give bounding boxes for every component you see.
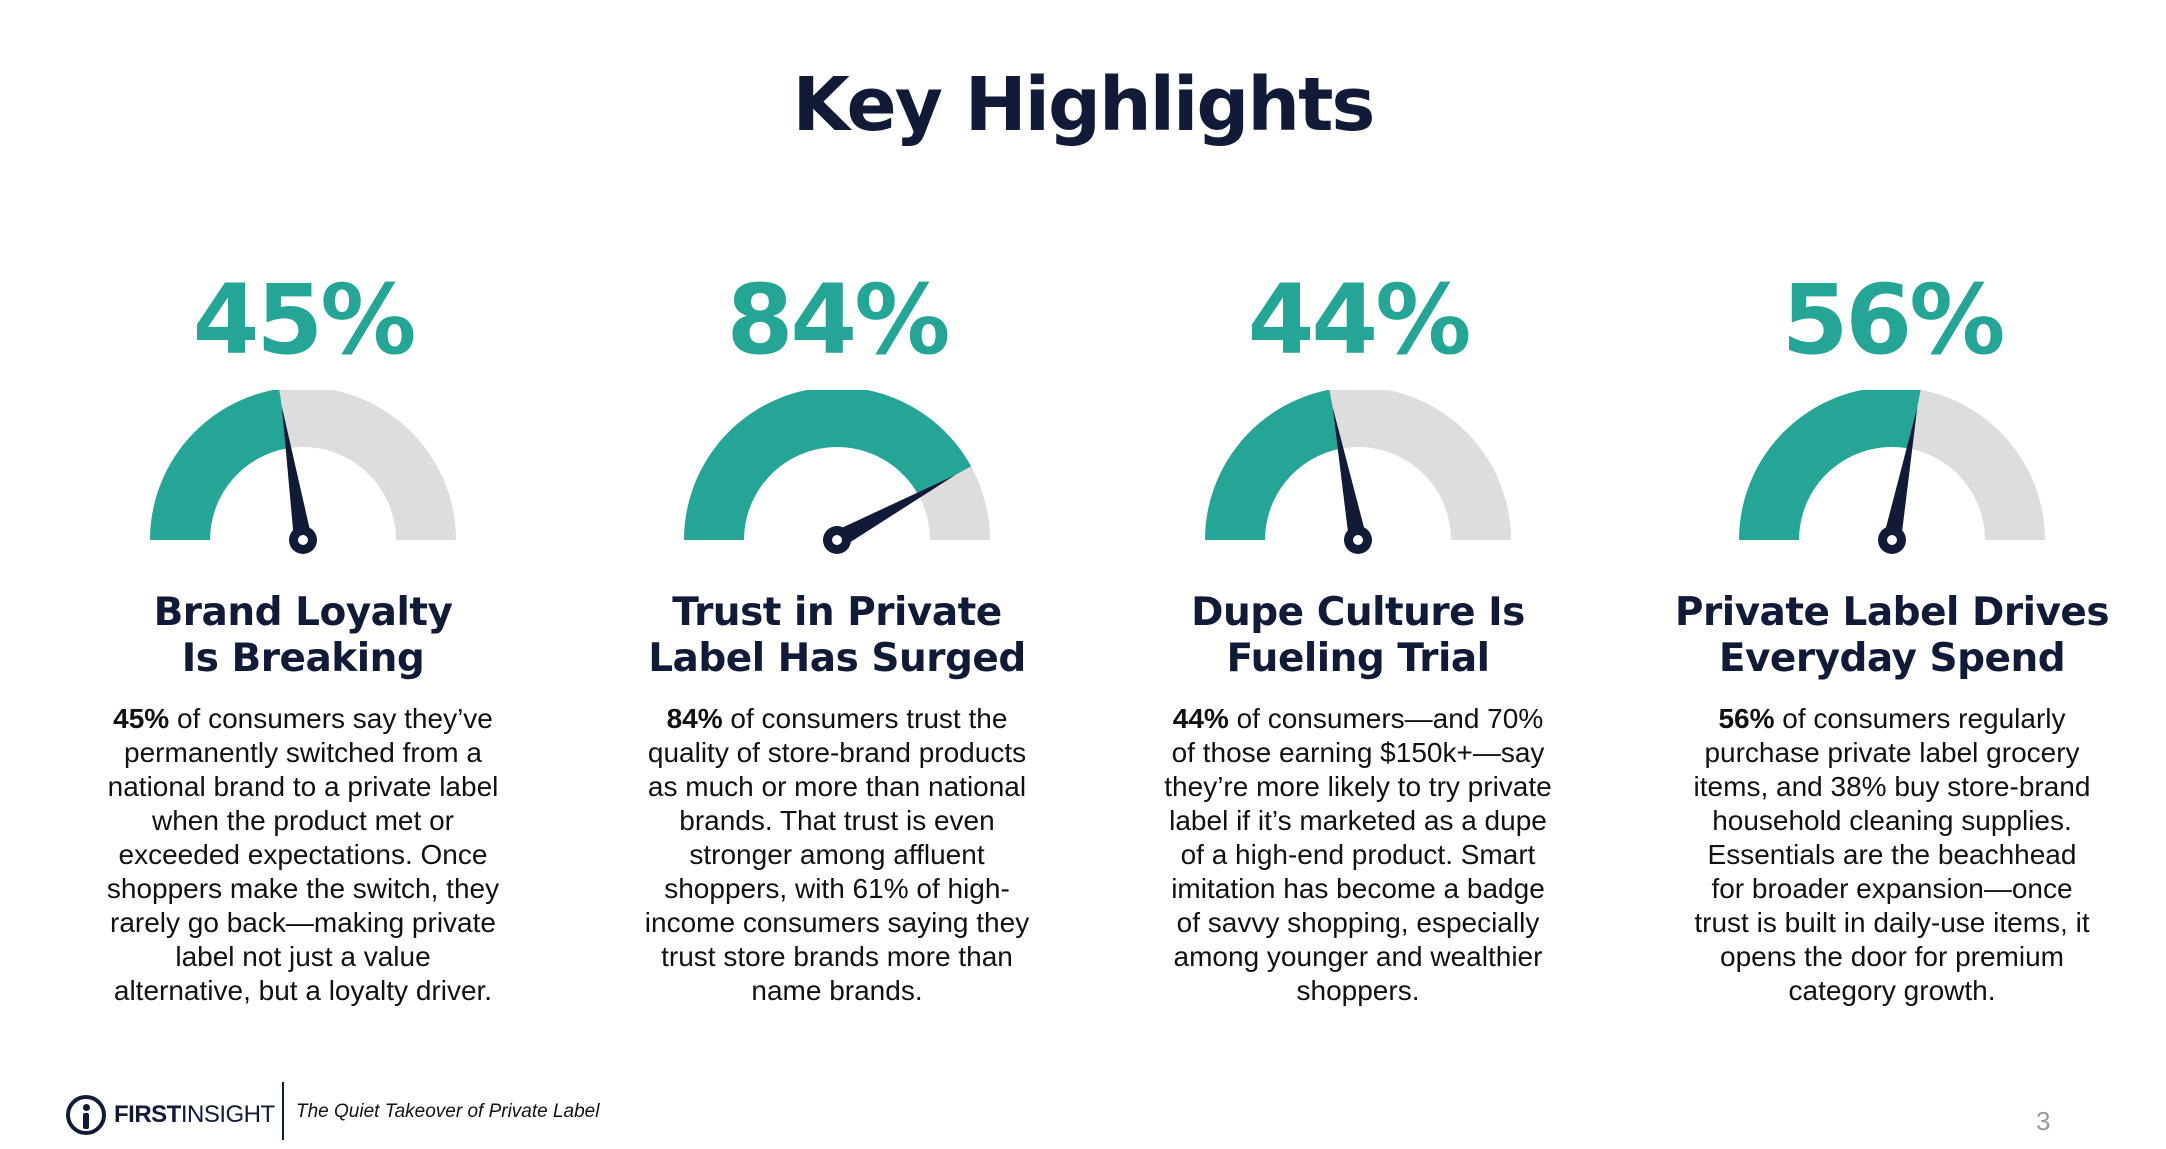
page-number: 3 (2036, 1106, 2051, 1136)
stat-percent: 84% (726, 264, 951, 376)
stat-percent: 45% (192, 264, 417, 376)
card-heading-line2: Fueling Trial (1226, 636, 1490, 681)
card-description: 45% of consumers say they’ve permanently… (103, 702, 503, 1008)
gauge-hub-center (298, 535, 308, 545)
card-heading-line2: Everyday Spend (1718, 636, 2066, 681)
highlight-card-everyday-spend: 56% Private Label Drives Everyday Spend … (1652, 260, 2132, 1008)
desc-text: of consumers say they’ve permanently swi… (106, 703, 500, 1006)
gauge-hub-center (1887, 535, 1897, 545)
page-title: Key Highlights (792, 62, 1376, 148)
gauge-chart (1205, 390, 1511, 554)
highlight-card-trust: 84% Trust in Private Label Has Surged 84… (597, 260, 1077, 1008)
stat-percent: 44% (1247, 264, 1472, 376)
gauge-fill (1739, 390, 1921, 540)
card-heading-line1: Brand Loyalty (153, 590, 453, 635)
firstinsight-logo: FIRSTINSIGHT (66, 1090, 275, 1140)
gauge-needle (281, 406, 312, 542)
desc-text: of consumers—and 70% of those earning $1… (1164, 703, 1552, 1006)
card-heading-line2: Is Breaking (181, 636, 425, 681)
desc-bold-stat: 84% (666, 703, 723, 734)
desc-bold-stat: 56% (1718, 703, 1775, 734)
gauge-needle (1883, 407, 1918, 542)
card-heading: Private Label Drives Everyday Spend (1652, 590, 2132, 682)
card-description: 44% of consumers—and 70% of those earnin… (1158, 702, 1558, 1008)
gauge-chart (150, 390, 456, 554)
gauge-fill (150, 390, 289, 540)
gauge-fill (1205, 390, 1341, 540)
gauge-hub-center (1353, 535, 1363, 545)
desc-bold-stat: 45% (113, 703, 170, 734)
highlight-card-dupe-culture: 44% Dupe Culture Is Fueling Trial 44% of… (1118, 260, 1598, 1008)
card-heading-line1: Trust in Private (672, 590, 1002, 635)
card-heading: Dupe Culture Is Fueling Trial (1118, 590, 1598, 682)
card-description: 84% of consumers trust the quality of st… (637, 702, 1037, 1008)
card-heading: Trust in Private Label Has Surged (597, 590, 1077, 682)
gauge-needle (1332, 407, 1367, 542)
desc-text: of consumers trust the quality of store-… (644, 703, 1030, 1006)
stat-percent: 56% (1781, 264, 2006, 376)
gauge-chart (1739, 390, 2045, 554)
logo-wordmark: FIRSTINSIGHT (114, 1101, 275, 1128)
desc-text: of consumers regularly purchase private … (1693, 703, 2091, 1006)
card-heading-line1: Dupe Culture Is (1191, 590, 1525, 635)
info-icon (66, 1095, 106, 1135)
gauge-chart (684, 390, 990, 554)
card-heading-line1: Private Label Drives (1674, 590, 2110, 635)
gauge-fill (684, 390, 972, 540)
highlight-card-brand-loyalty: 45% Brand Loyalty Is Breaking 45% of con… (63, 260, 543, 1008)
card-description: 56% of consumers regularly purchase priv… (1692, 702, 2092, 1008)
desc-bold-stat: 44% (1172, 703, 1229, 734)
footer-tagline: The Quiet Takeover of Private Label (296, 1101, 600, 1122)
gauge-needle (832, 474, 956, 548)
card-heading-line2: Label Has Surged (648, 636, 1026, 681)
gauge-hub-center (832, 535, 842, 545)
footer-divider (282, 1082, 284, 1140)
card-heading: Brand Loyalty Is Breaking (63, 590, 543, 682)
